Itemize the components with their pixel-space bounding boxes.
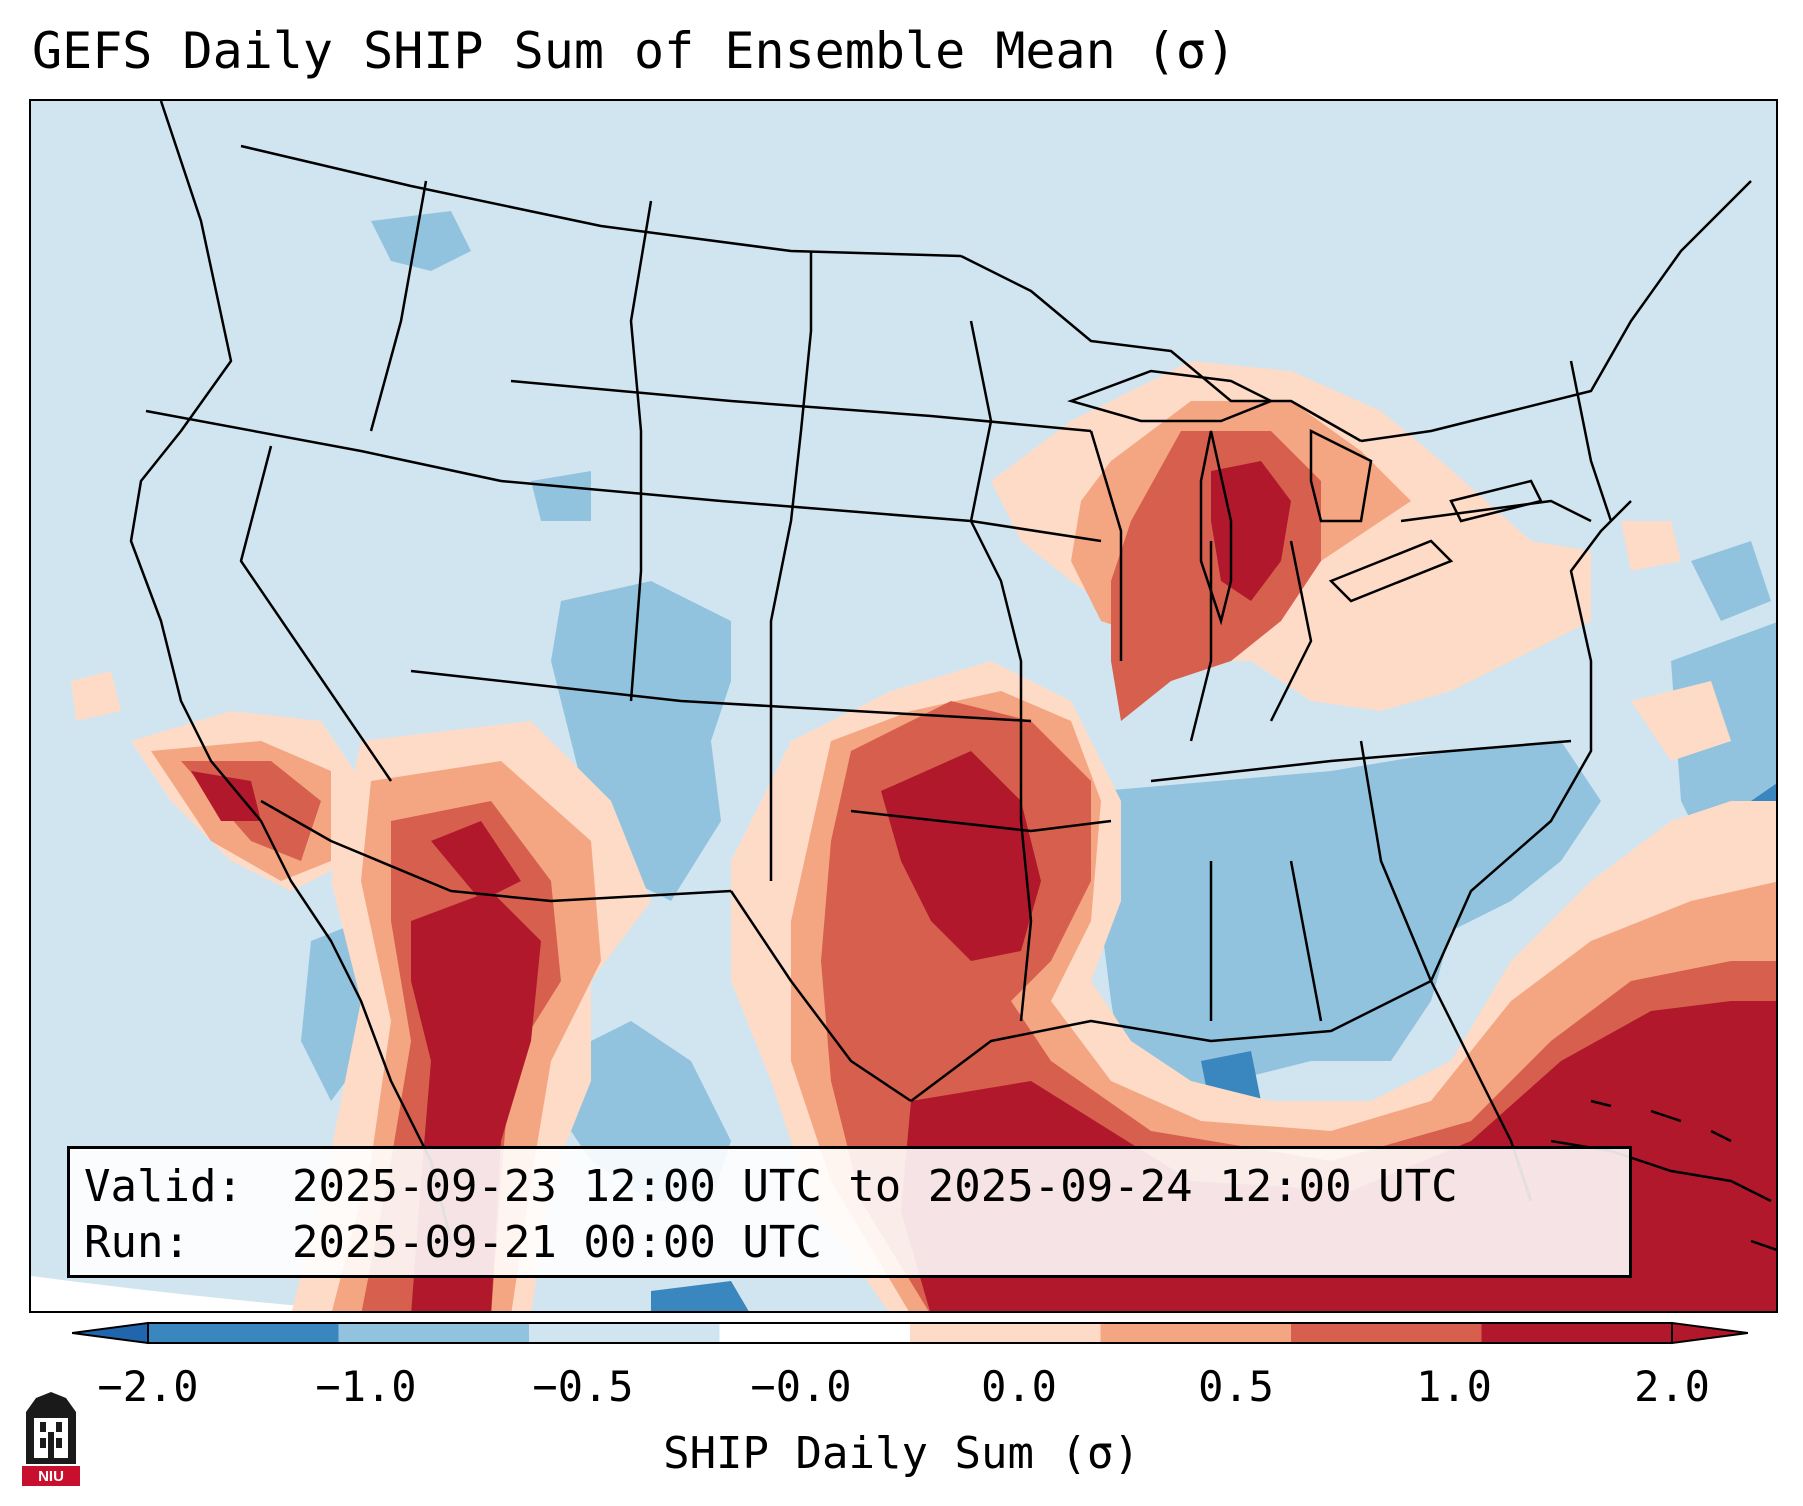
island-outline bbox=[1650, 1109, 1682, 1123]
colorbar-tick-label: 2.0 bbox=[1634, 1362, 1710, 1411]
carolinas-line bbox=[1359, 740, 1433, 982]
valid-label: Valid: bbox=[84, 1161, 243, 1212]
canada-border-west bbox=[240, 144, 962, 258]
lake-ontario bbox=[1449, 479, 1543, 523]
oregon-idaho-line bbox=[145, 409, 502, 483]
oklahoma-line bbox=[850, 809, 1112, 833]
island-outline bbox=[1750, 1239, 1776, 1251]
colorbar-tick-label: 0.0 bbox=[981, 1362, 1057, 1411]
chart-title: GEFS Daily SHIP Sum of Ensemble Mean (σ) bbox=[32, 22, 1237, 80]
lake-superior bbox=[1067, 369, 1275, 423]
extreme-positive-region bbox=[191, 771, 261, 821]
run-label: Run: bbox=[84, 1217, 190, 1268]
colorbar-extend-low bbox=[72, 1321, 149, 1345]
atlantic-coast bbox=[1429, 500, 1632, 982]
montana-wyoming-line bbox=[629, 200, 653, 702]
anomaly-map bbox=[31, 101, 1776, 1311]
negative-anomaly-region bbox=[651, 1281, 749, 1311]
island-outline bbox=[1590, 1099, 1612, 1108]
niu-logo-icon: NIU bbox=[22, 1392, 80, 1486]
georgia-line bbox=[1289, 860, 1323, 1022]
extreme-positive-region bbox=[881, 751, 1041, 961]
valid-value: 2025-09-23 12:00 UTC to 2025-09-24 12:00… bbox=[292, 1161, 1458, 1212]
nevada-line bbox=[239, 445, 393, 782]
map-panel bbox=[29, 99, 1778, 1313]
canada-border-central bbox=[960, 254, 1362, 443]
colorbar-segment bbox=[910, 1323, 1101, 1343]
colorbar-segment bbox=[1481, 1323, 1673, 1343]
colorbar-segment bbox=[338, 1323, 530, 1343]
negative-anomaly-region bbox=[371, 211, 471, 271]
colorbar bbox=[72, 1321, 1748, 1345]
dakotas-texas-line bbox=[769, 251, 813, 881]
rio-grande bbox=[729, 890, 912, 1103]
negative-anomaly-region bbox=[531, 471, 591, 521]
weak-positive-region bbox=[1621, 521, 1681, 571]
negative-anomaly-region bbox=[1101, 741, 1601, 1091]
colorbar-segment bbox=[1100, 1323, 1292, 1343]
colorbar-tick-label: −0.5 bbox=[532, 1362, 634, 1411]
mississippi-line bbox=[969, 320, 1033, 1022]
state-boundaries bbox=[129, 101, 1752, 1242]
colorbar-outline bbox=[147, 1322, 1673, 1344]
island-outline bbox=[1710, 1129, 1732, 1143]
run-value: 2025-09-21 00:00 UTC bbox=[292, 1217, 822, 1268]
niu-logo-text: NIU bbox=[38, 1468, 64, 1485]
central-plains-line bbox=[500, 479, 1102, 543]
colorbar-segment bbox=[529, 1323, 720, 1343]
colorbar-segments bbox=[148, 1323, 1673, 1343]
colorbar-tick-label: 1.0 bbox=[1416, 1362, 1492, 1411]
lake-erie bbox=[1328, 539, 1454, 603]
36n-line bbox=[410, 669, 1032, 723]
northern-plains-line bbox=[510, 379, 1092, 433]
colorbar-extend-high bbox=[1671, 1321, 1748, 1345]
colorbar-tick-label: −0.0 bbox=[750, 1362, 852, 1411]
indiana-line bbox=[1189, 541, 1213, 742]
pennsylvania-line bbox=[1400, 499, 1592, 523]
idaho-montana-line bbox=[369, 180, 428, 432]
colorbar-segment bbox=[1291, 1323, 1482, 1343]
mexico-border bbox=[260, 799, 732, 903]
great-lakes bbox=[1067, 369, 1543, 626]
canada-border-east bbox=[1360, 180, 1752, 443]
colorbar-label: SHIP Daily Sum (σ) bbox=[663, 1428, 1140, 1479]
tennessee-line bbox=[1150, 739, 1572, 783]
west-coast-line bbox=[129, 101, 453, 1242]
colorbar-segment bbox=[148, 1323, 339, 1343]
gulf-coast bbox=[910, 979, 1533, 1202]
extreme-positive-region bbox=[431, 821, 521, 901]
weak-positive-region bbox=[1631, 681, 1731, 761]
negative-anomaly-region bbox=[301, 921, 361, 1101]
colorbar-tick-label: 0.5 bbox=[1198, 1362, 1274, 1411]
valid-run-info-box: Valid: 2025-09-23 12:00 UTC to 2025-09-24… bbox=[67, 1146, 1632, 1278]
colorbar-tick-label: −2.0 bbox=[97, 1362, 199, 1411]
weak-positive-region bbox=[71, 671, 121, 721]
illinois-line bbox=[1089, 430, 1123, 661]
colorbar-tick-label: −1.0 bbox=[315, 1362, 417, 1411]
lake-huron bbox=[1309, 428, 1373, 523]
ohio-line bbox=[1269, 540, 1313, 722]
new-england-line bbox=[1569, 360, 1613, 522]
negative-anomaly-region bbox=[1691, 541, 1771, 621]
lake-michigan bbox=[1199, 430, 1233, 626]
colorbar-segment bbox=[719, 1323, 911, 1343]
